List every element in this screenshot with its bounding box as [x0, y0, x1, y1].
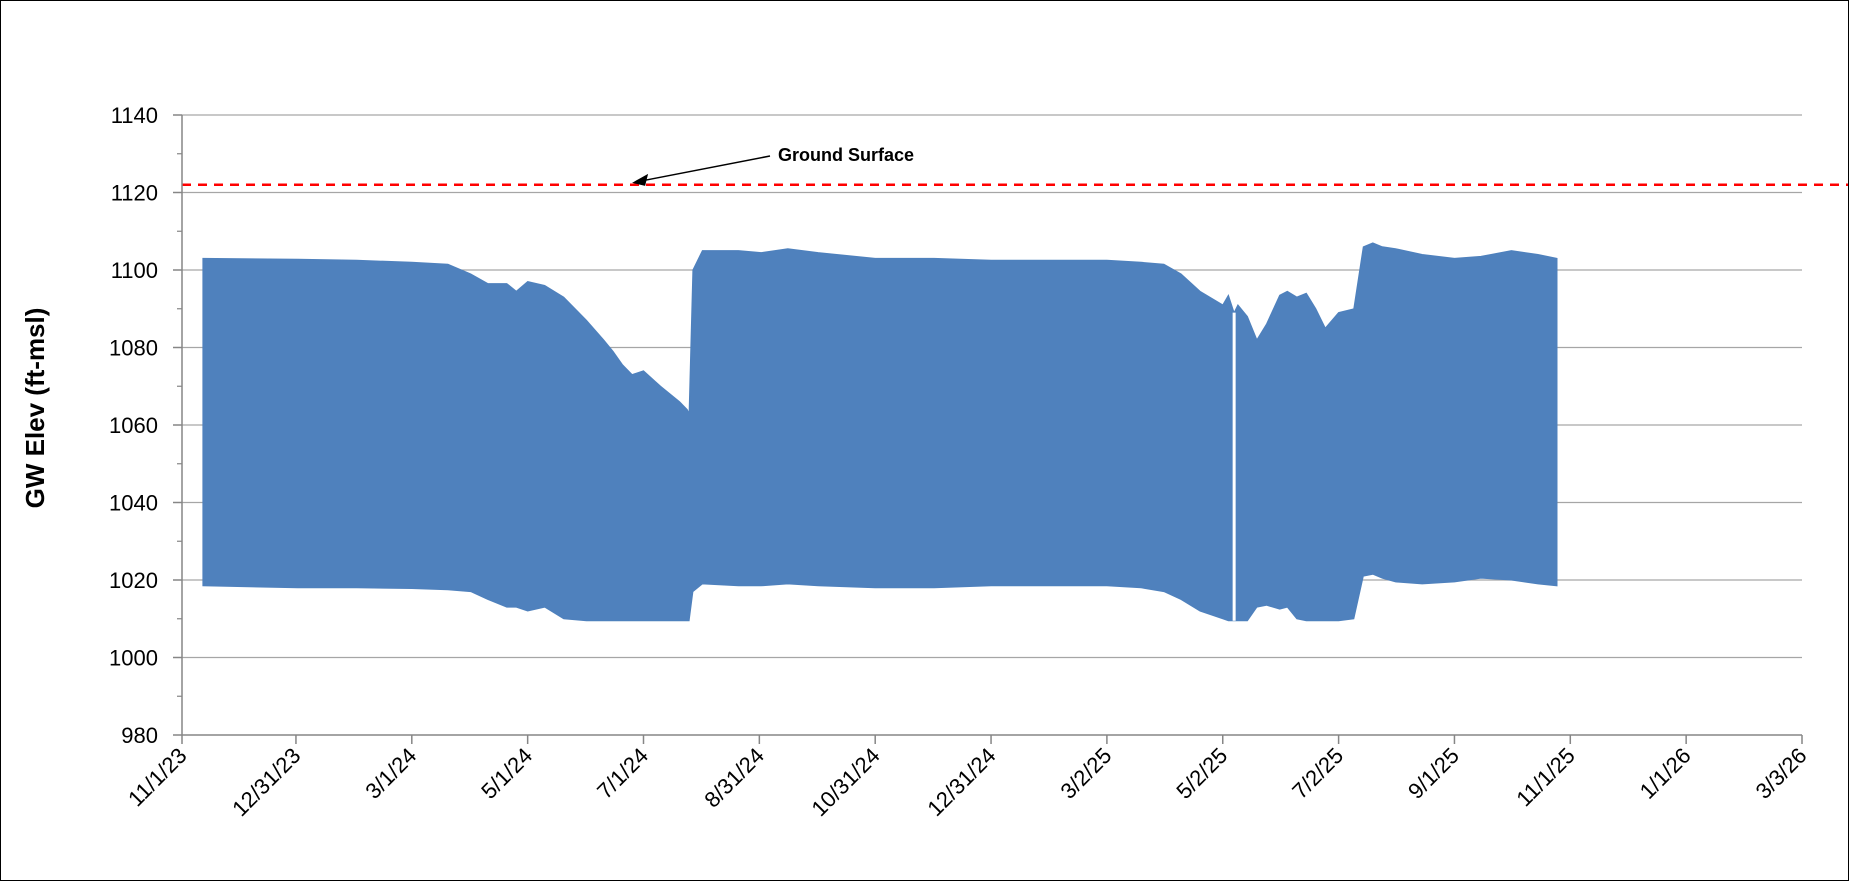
x-tick-label: 7/1/24	[592, 743, 653, 804]
x-tick-label: 3/2/25	[1056, 743, 1117, 804]
series-layer	[202, 242, 1558, 622]
y-tick-label: 980	[121, 723, 158, 748]
y-tick-label: 1020	[109, 568, 158, 593]
x-tick-label: 12/31/24	[922, 743, 1000, 821]
x-tick-label: 10/31/24	[807, 743, 885, 821]
x-tick-label: 11/1/23	[123, 743, 191, 811]
y-tick-label: 1060	[109, 413, 158, 438]
x-tick-label: 3/1/24	[360, 743, 421, 804]
y-tick-label: 1040	[109, 491, 158, 516]
x-tick-label: 1/1/26	[1635, 743, 1696, 804]
x-tick-label: 3/3/26	[1751, 743, 1812, 804]
annotation-arrow-line	[641, 155, 771, 182]
x-tick-label: 9/1/25	[1403, 743, 1464, 804]
y-axis-title: GW Elev (ft-msl)	[20, 308, 50, 509]
x-tick-label: 12/31/23	[227, 743, 305, 821]
y-tick-label: 1000	[109, 646, 158, 671]
x-tick-label: 11/1/25	[1511, 743, 1579, 811]
x-tick-label: 7/2/25	[1287, 743, 1348, 804]
y-tick-label: 1100	[111, 258, 158, 283]
axes	[173, 114, 1803, 744]
x-tick-label: 5/2/25	[1171, 743, 1232, 804]
y-tick-label: 1140	[111, 103, 158, 128]
x-tick-label: 8/31/24	[699, 743, 769, 813]
annotation-arrowhead	[632, 173, 649, 186]
x-tick-label: 5/1/24	[476, 743, 537, 804]
annotations: Ground Surface	[632, 145, 914, 186]
ground-surface-label: Ground Surface	[778, 145, 914, 165]
y-tick-label: 1120	[111, 181, 158, 206]
series-band	[202, 242, 1558, 622]
y-tick-label: 1080	[109, 336, 158, 361]
